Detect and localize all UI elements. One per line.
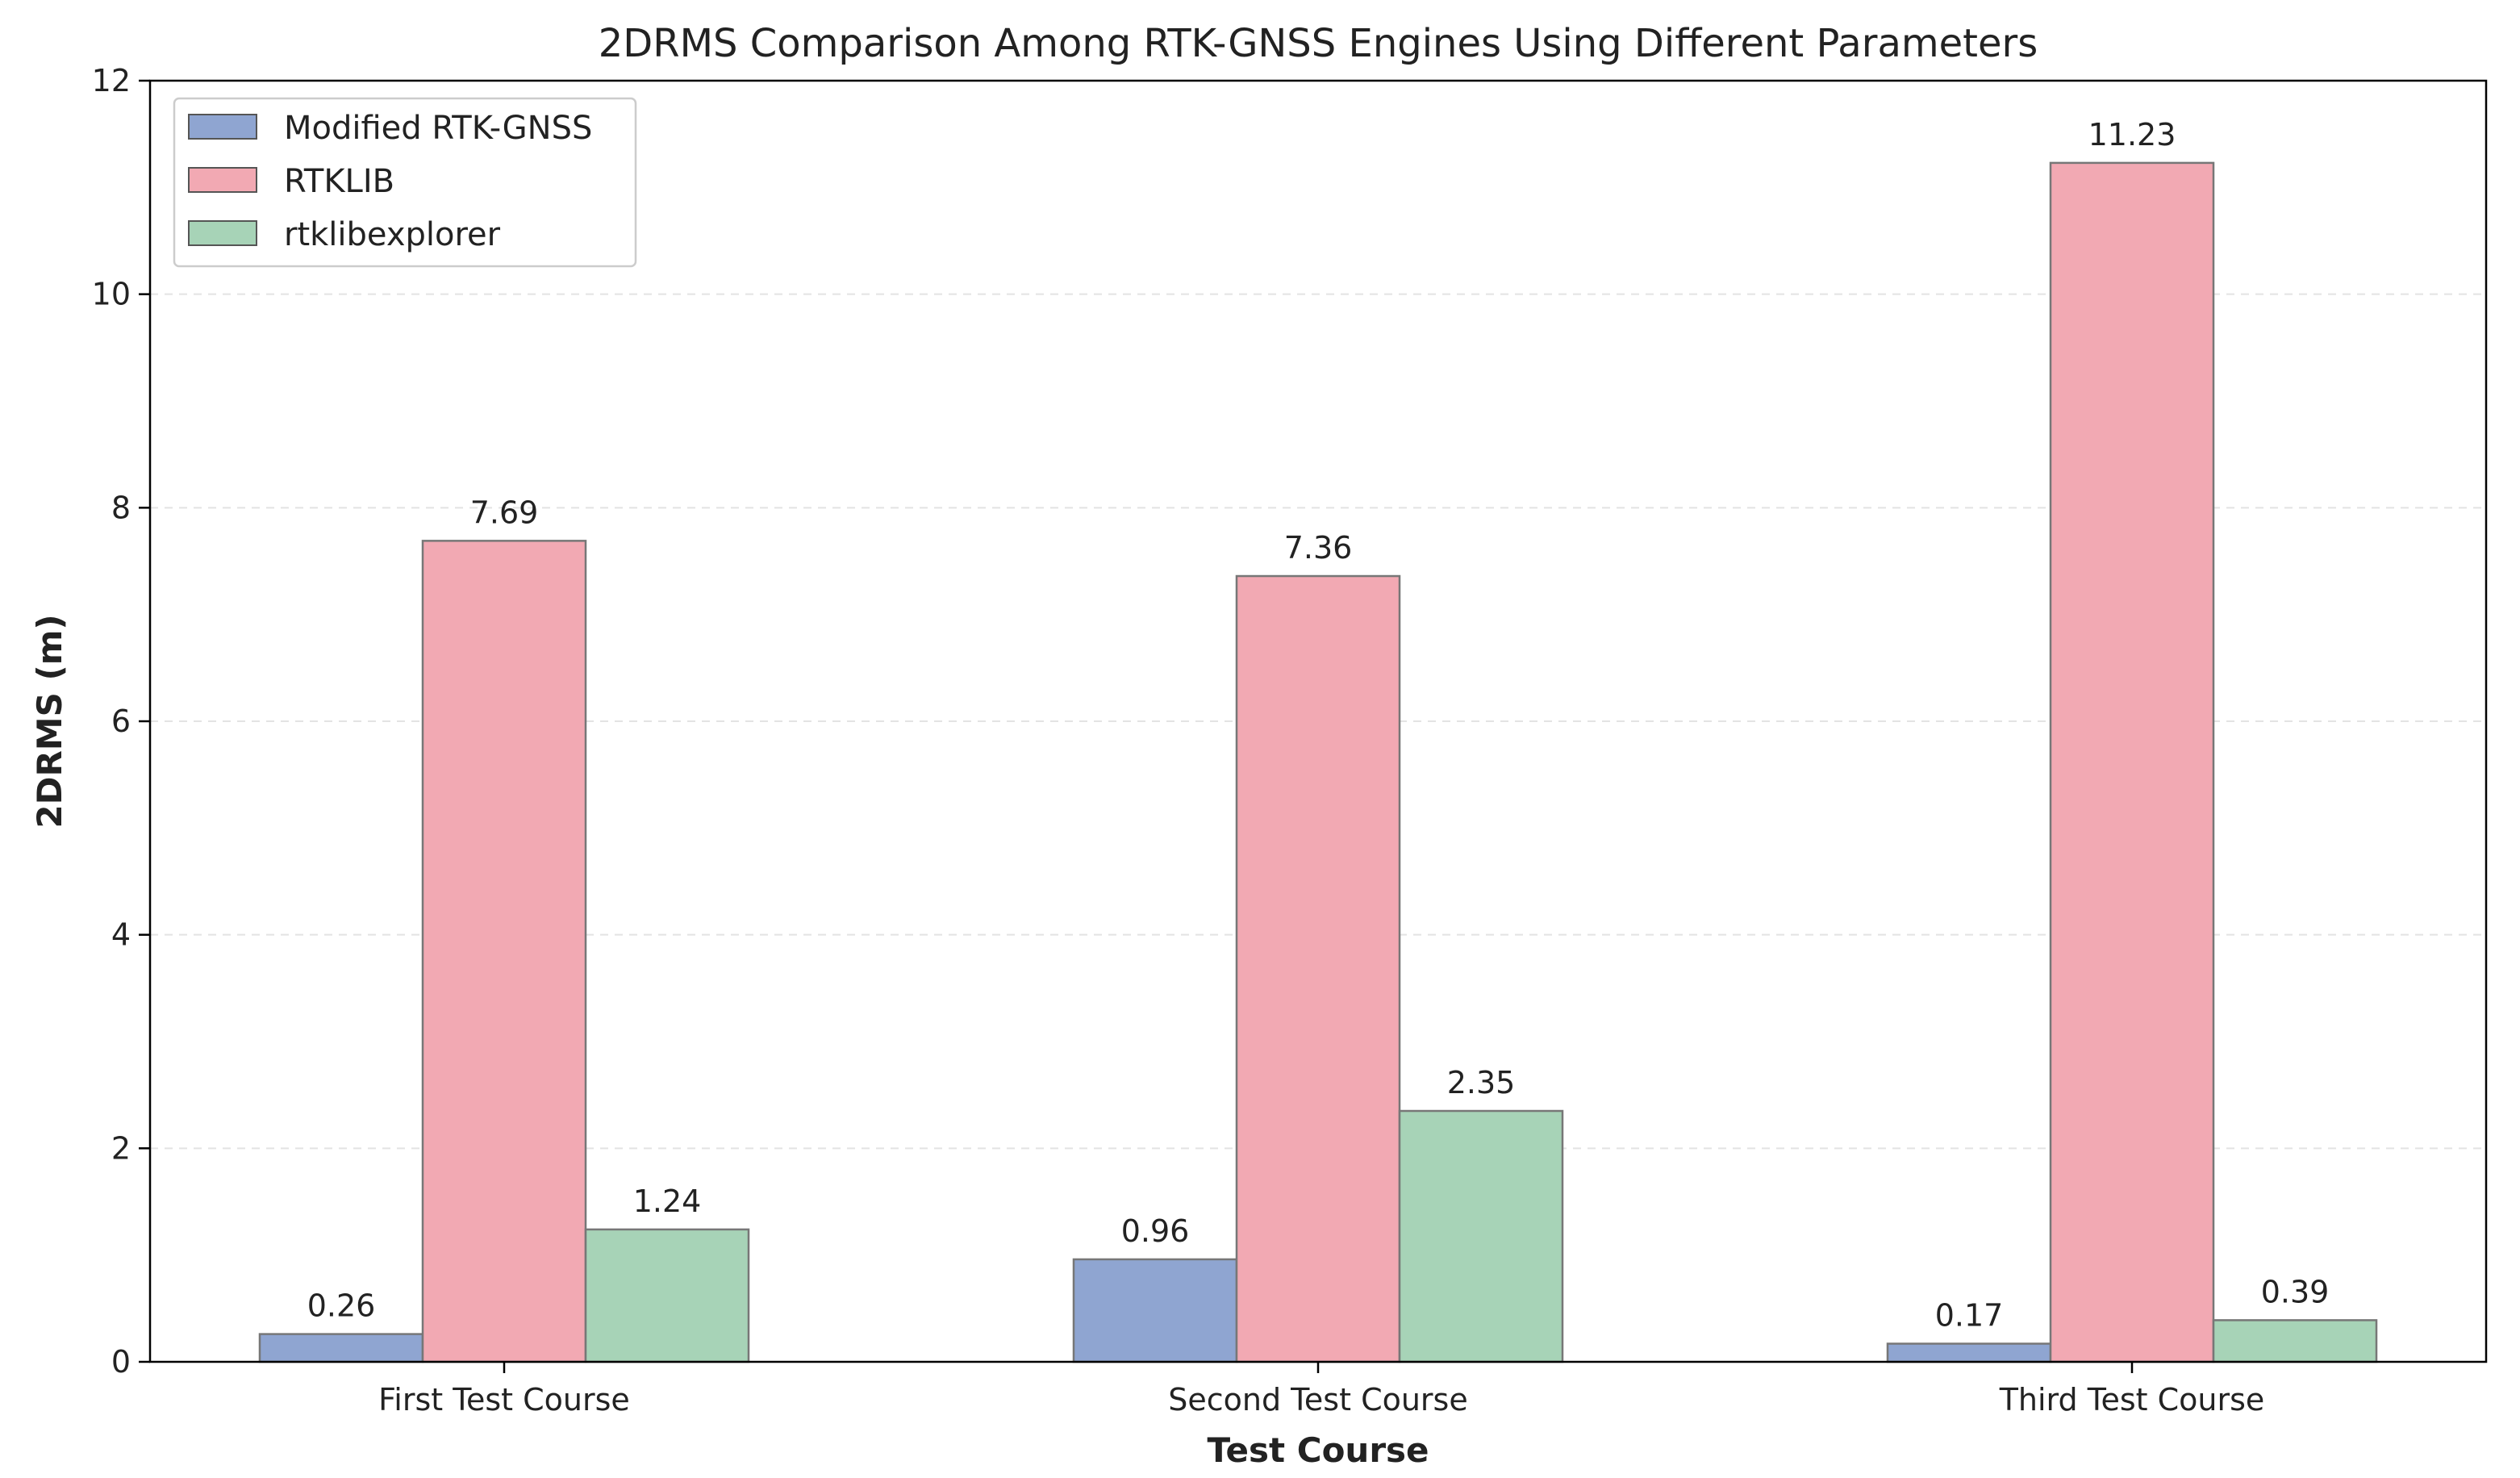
x-axis-label: Test Course — [1207, 1430, 1429, 1470]
legend-swatch-modified-rtk-gnss — [188, 114, 257, 140]
legend-label-rtklibexplorer: rtklibexplorer — [284, 216, 501, 253]
bar-value-label: 2.35 — [1447, 1065, 1516, 1100]
legend-swatch-rtklibexplorer — [188, 220, 257, 246]
x-tick-label: Second Test Course — [1168, 1382, 1468, 1417]
bar-rtklibexplorer-2 — [1398, 1109, 1564, 1363]
bar-value-label: 0.17 — [1935, 1298, 2004, 1334]
legend-label-modified-rtk-gnss: Modified RTK-GNSS — [284, 110, 592, 147]
axis-ticks: 0 2 4 6 8 10 12 First Test Course Second Test Co… — [92, 63, 2265, 1417]
x-tick-label: First Test Course — [378, 1382, 630, 1417]
legend: Modified RTK-GNSS RTKLIB rtklibexplorer — [173, 97, 637, 268]
bar-value-label: 7.36 — [1284, 530, 1353, 566]
y-tick-label: 12 — [92, 63, 131, 98]
legend-box — [173, 97, 637, 268]
bar-rtklib-2 — [1235, 574, 1401, 1363]
y-axis-label: 2DRMS (m) — [30, 614, 69, 828]
y-tick-label: 4 — [111, 917, 131, 953]
data-labels: 0.26 7.69 1.24 0.96 7.36 2.35 0.17 11.23 0.39 — [307, 117, 2330, 1334]
bar-rtklibexplorer-3 — [2212, 1319, 2378, 1363]
bar-modified-rtk-gnss-2 — [1072, 1258, 1238, 1363]
bar-value-label: 11.23 — [2088, 117, 2176, 152]
bar-value-label: 7.69 — [470, 495, 539, 530]
bars — [258, 161, 2378, 1363]
y-tick-label: 2 — [111, 1130, 131, 1166]
y-tick-label: 10 — [92, 277, 131, 312]
bar-rtklib-3 — [2049, 161, 2215, 1363]
y-tick-label: 8 — [111, 490, 131, 525]
bar-modified-rtk-gnss-1 — [258, 1333, 424, 1363]
bar-modified-rtk-gnss-3 — [1886, 1342, 2052, 1363]
bar-value-label: 0.39 — [2261, 1274, 2330, 1309]
legend-swatch-rtklib — [188, 167, 257, 193]
chart-title: 2DRMS Comparison Among RTK-GNSS Engines … — [599, 21, 2038, 66]
y-tick-label: 6 — [111, 704, 131, 739]
x-tick-label: Third Test Course — [1999, 1382, 2265, 1417]
bar-value-label: 0.96 — [1121, 1213, 1190, 1249]
bar-rtklibexplorer-1 — [584, 1228, 750, 1363]
legend-label-rtklib: RTKLIB — [284, 163, 394, 200]
bar-rtklib-1 — [421, 540, 587, 1363]
y-tick-label: 0 — [111, 1344, 131, 1380]
bar-value-label: 0.26 — [307, 1288, 376, 1324]
bar-value-label: 1.24 — [633, 1184, 702, 1219]
